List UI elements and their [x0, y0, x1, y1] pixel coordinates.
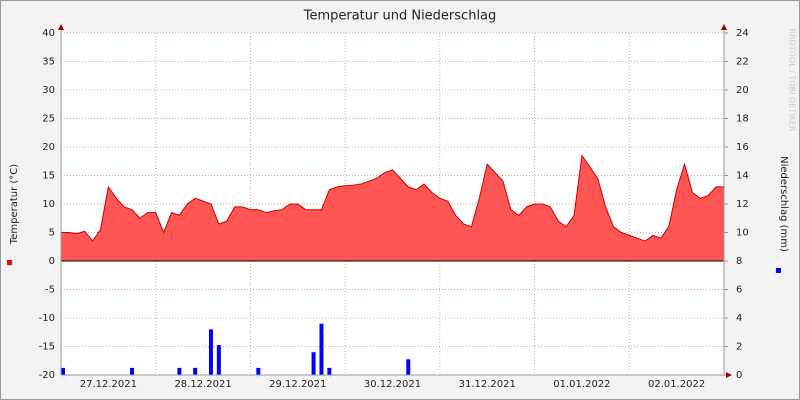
- y-tick-label: 25: [42, 114, 55, 125]
- y-tick-label: 5: [49, 228, 55, 239]
- y2-tick-label: 10: [736, 228, 749, 239]
- precip-bar: [311, 352, 316, 375]
- x-tick-label: 02.01.2022: [648, 379, 705, 390]
- x-tick-label: 31.12.2021: [459, 379, 516, 390]
- y2-tick-label: 22: [736, 57, 749, 68]
- precip-bar: [130, 367, 135, 375]
- y-tick-label: 20: [42, 142, 55, 153]
- axis-arrow: [58, 24, 64, 30]
- y2-tick-label: 0: [736, 370, 742, 381]
- precip-bar: [61, 367, 65, 375]
- y2-tick-label: 4: [736, 313, 742, 324]
- y-tick-label: 30: [42, 85, 55, 96]
- y-axis-label: Temperatur (°C): [9, 164, 20, 245]
- y-tick-label: 35: [42, 57, 55, 68]
- y-tick-label: 0: [49, 256, 55, 267]
- y-tick-label: 10: [42, 199, 55, 210]
- y2-tick-label: 14: [736, 171, 749, 182]
- axis-arrow: [726, 372, 732, 378]
- precip-bar: [208, 329, 213, 375]
- x-tick-label: 01.01.2022: [553, 379, 610, 390]
- y-tick-label: -5: [45, 285, 55, 296]
- axis-arrow: [721, 24, 727, 30]
- x-tick-label: 30.12.2021: [364, 379, 421, 390]
- watermark: RRDTOOL / TOBI OETIKER: [788, 28, 797, 131]
- precip-bar: [327, 367, 332, 375]
- y2-tick-label: 8: [736, 256, 742, 267]
- precip-bar: [406, 359, 411, 375]
- y-tick-label: 40: [42, 28, 55, 39]
- y2-tick-label: 24: [736, 28, 749, 39]
- precip-bar: [193, 367, 198, 375]
- x-tick-label: 28.12.2021: [174, 379, 231, 390]
- y2-tick-label: 20: [736, 85, 749, 96]
- x-tick-label: 29.12.2021: [269, 379, 326, 390]
- y2-axis-label: Niederschlag (mm): [778, 156, 789, 252]
- y-tick-label: -10: [39, 313, 55, 324]
- temperature-area: [60, 154, 725, 262]
- y-tick-label: -20: [39, 370, 55, 381]
- x-tick-label: 27.12.2021: [80, 379, 137, 390]
- y2-tick-label: 16: [736, 142, 749, 153]
- legend-swatch: [776, 268, 781, 273]
- legend-swatch: [7, 260, 12, 265]
- precip-bar: [216, 345, 221, 375]
- y2-tick-label: 2: [736, 342, 742, 353]
- y2-tick-label: 12: [736, 199, 749, 210]
- y2-tick-label: 18: [736, 114, 749, 125]
- y2-tick-label: 6: [736, 285, 742, 296]
- chart-title: Temperatur und Niederschlag: [303, 9, 497, 24]
- y-tick-label: -15: [39, 342, 55, 353]
- precip-bar: [319, 323, 324, 375]
- precip-bar: [177, 367, 182, 375]
- precip-bar: [256, 367, 261, 375]
- y-tick-label: 15: [42, 171, 55, 182]
